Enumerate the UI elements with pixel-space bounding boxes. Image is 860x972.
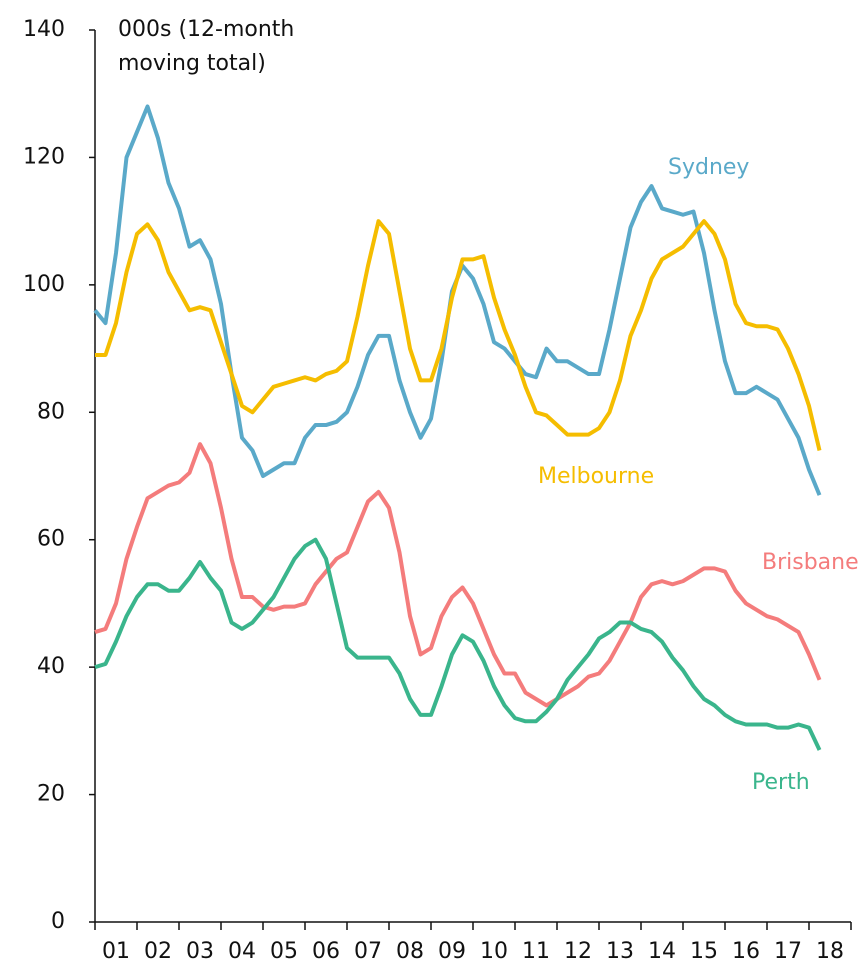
x-tick-label: 16	[732, 939, 760, 964]
x-tick-label: 01	[102, 939, 130, 964]
x-tick-label: 03	[186, 939, 214, 964]
series-line	[94, 537, 822, 751]
x-tick-label: 18	[816, 939, 844, 964]
y-tick-label: 120	[23, 144, 65, 169]
y-tick-label: 60	[37, 527, 65, 552]
y-tick-label: 80	[37, 399, 65, 424]
x-tick-label: 05	[270, 939, 298, 964]
x-tick-label: 08	[396, 939, 424, 964]
y-tick-label: 140	[23, 17, 65, 42]
x-tick-label: 10	[480, 939, 508, 964]
series-line	[95, 219, 822, 451]
series-label: Brisbane	[762, 550, 859, 575]
y-tick-label: 100	[23, 272, 65, 297]
series-label: Sydney	[668, 155, 749, 180]
x-tick-label: 06	[312, 939, 340, 964]
x-tick-label: 13	[606, 939, 634, 964]
y-tick-label: 40	[37, 654, 65, 679]
x-tick-label: 15	[690, 939, 718, 964]
x-tick-label: 14	[648, 939, 676, 964]
x-tick-label: 11	[522, 939, 550, 964]
series-line	[94, 442, 822, 708]
x-tick-label: 12	[564, 939, 592, 964]
series-label: Perth	[752, 770, 810, 795]
y-tick-label: 0	[51, 909, 65, 934]
x-tick-label: 04	[228, 939, 256, 964]
series-label: Melbourne	[538, 464, 654, 489]
y-tick-label: 20	[37, 782, 65, 807]
x-tick-label: 02	[144, 939, 172, 964]
x-tick-label: 07	[354, 939, 382, 964]
x-tick-label: 09	[438, 939, 466, 964]
y-axis-label: moving total)	[118, 51, 266, 76]
x-tick-label: 17	[774, 939, 802, 964]
y-axis-label: 000s (12-month	[118, 17, 294, 42]
